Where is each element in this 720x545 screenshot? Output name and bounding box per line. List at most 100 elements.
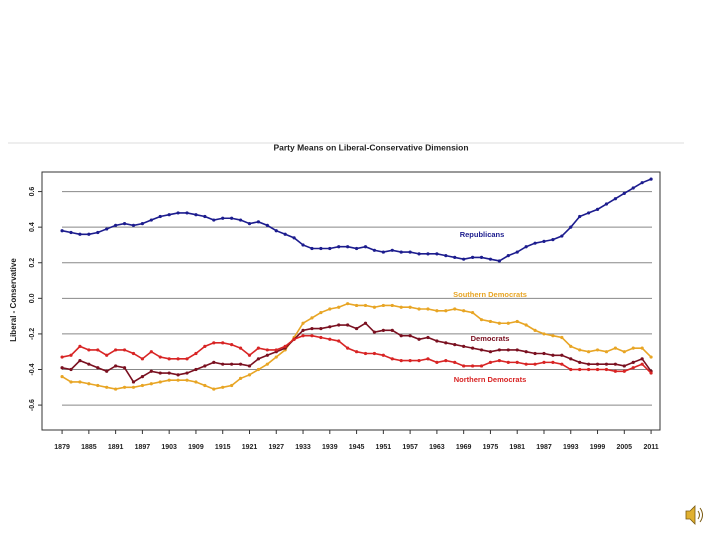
data-point (640, 357, 644, 361)
data-point (105, 227, 109, 231)
data-point (122, 366, 127, 370)
data-point (105, 369, 109, 373)
data-point (114, 364, 118, 368)
data-point (60, 229, 64, 233)
series-label: Democrats (471, 334, 510, 343)
data-point (114, 348, 118, 352)
data-point (363, 321, 368, 325)
data-point (515, 319, 519, 324)
data-point (212, 218, 216, 222)
data-point (203, 214, 207, 219)
data-point (346, 346, 350, 350)
y-tick-label: 0.6 (29, 187, 36, 197)
y-tick-label: -0.2 (29, 328, 36, 340)
data-point (292, 337, 296, 341)
data-point (587, 350, 591, 354)
data-point (497, 259, 501, 263)
data-point (631, 346, 635, 350)
data-point (140, 222, 144, 226)
data-point (631, 366, 635, 370)
data-point (158, 371, 162, 375)
data-point (78, 380, 82, 384)
data-point (122, 385, 127, 389)
data-point (408, 305, 412, 309)
data-point (337, 245, 341, 249)
data-point (470, 255, 475, 260)
data-point (470, 364, 475, 368)
data-point (238, 362, 243, 366)
data-point (435, 309, 439, 313)
data-point (587, 367, 591, 372)
data-point (96, 348, 100, 352)
data-point (560, 335, 564, 340)
data-point (417, 252, 421, 256)
data-point (479, 318, 484, 322)
data-point (149, 350, 153, 354)
data-point (265, 348, 269, 352)
data-point (265, 353, 269, 357)
data-point (221, 385, 225, 389)
data-point (479, 255, 484, 260)
data-point (542, 239, 546, 243)
x-tick-label: 1951 (376, 444, 392, 451)
data-point (515, 360, 519, 364)
y-tick-label: 0.2 (29, 258, 36, 268)
data-point (515, 348, 519, 352)
data-point (363, 303, 368, 308)
data-point (114, 387, 118, 391)
data-point (310, 246, 314, 251)
data-point (310, 326, 314, 331)
data-point (87, 362, 91, 366)
data-point (462, 257, 466, 261)
data-point (640, 362, 644, 366)
data-point (533, 241, 537, 245)
data-point (310, 334, 314, 338)
data-point (363, 351, 368, 356)
data-point (140, 357, 144, 361)
data-point (426, 357, 430, 361)
data-point (569, 225, 573, 229)
data-point (560, 234, 564, 238)
data-point (604, 367, 609, 372)
data-point (506, 254, 510, 258)
data-point (230, 383, 234, 388)
data-point (569, 344, 573, 348)
data-point (185, 371, 189, 375)
data-point (301, 321, 305, 325)
data-point (203, 364, 207, 368)
data-point (158, 214, 162, 219)
data-point (60, 375, 64, 379)
data-point (301, 243, 305, 247)
data-point (497, 348, 501, 352)
data-point (372, 305, 377, 309)
data-point (60, 355, 64, 359)
data-point (381, 353, 385, 357)
data-point (417, 337, 421, 341)
data-point (604, 350, 609, 354)
data-point (247, 364, 252, 368)
plot-frame (41, 171, 661, 431)
data-point (408, 359, 412, 363)
data-point (176, 378, 180, 382)
data-point (390, 328, 394, 332)
x-tick-label: 1921 (242, 444, 258, 451)
data-point (167, 213, 171, 217)
data-point (444, 359, 448, 363)
data-point (613, 346, 617, 350)
data-point (622, 350, 626, 354)
data-point (506, 321, 510, 325)
data-point (346, 302, 350, 306)
data-point (578, 348, 582, 352)
data-point (230, 216, 234, 220)
data-point (301, 328, 305, 332)
data-point (542, 332, 546, 336)
data-point (105, 353, 109, 357)
data-point (354, 350, 359, 354)
x-tick-label: 1891 (108, 444, 124, 451)
data-point (176, 373, 180, 377)
data-point (497, 359, 501, 363)
data-point (649, 371, 653, 375)
data-point (176, 357, 180, 361)
data-point (256, 367, 261, 372)
